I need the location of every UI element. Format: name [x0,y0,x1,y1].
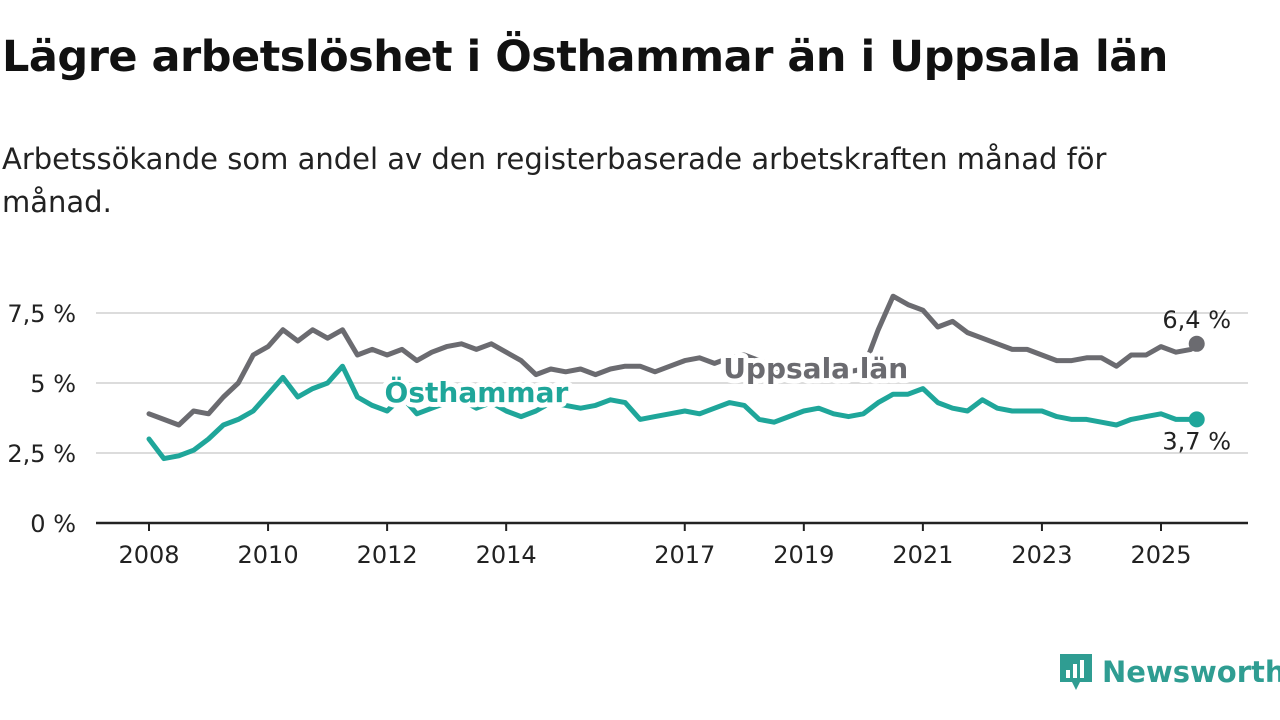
y-tick-label: 2,5 % [7,440,76,468]
series-line-osthammar [146,363,1200,462]
series-label: Östhammar [385,375,569,409]
series-label-halo: Uppsala län [723,352,908,385]
y-tick-label: 0 % [30,510,76,538]
series-end-dot [1188,411,1205,428]
x-tick-label: 2019 [773,541,834,569]
x-tick-label: 2012 [357,541,418,569]
x-tick-label: 2014 [476,541,537,569]
line-chart: 0 % 2,5 % 5 % 7,5 % 2008 2010 2012 2014 2017 2019… [7,293,1248,569]
x-tick-label: 2021 [892,541,953,569]
series-end-label: 6,4 % [1162,306,1231,334]
series-end-label: 3,7 % [1162,427,1231,455]
series-label: Uppsala län [723,352,908,385]
y-tick-label: 5 % [30,370,76,398]
x-tick-label: 2023 [1011,541,1072,569]
series-label-halo: Östhammar [385,375,569,409]
x-tick-label: 2025 [1130,541,1191,569]
chart-title: Lägre arbetslöshet i Östhammar än i Upps… [2,32,1168,82]
chart-subtitle: Arbetssökande som andel av den registerb… [2,142,1107,219]
y-tick-label: 7,5 % [7,300,76,328]
brand-name: Newsworthy [1102,655,1280,689]
x-tick-label: 2010 [238,541,299,569]
x-tick-label: 2017 [654,541,715,569]
brand-logo: Newsworthy [1058,652,1280,692]
series-line-uppsala [146,293,1200,428]
series-end-dot [1188,335,1205,352]
newsworthy-logo-icon [1060,654,1092,690]
x-tick-label: 2008 [118,541,179,569]
